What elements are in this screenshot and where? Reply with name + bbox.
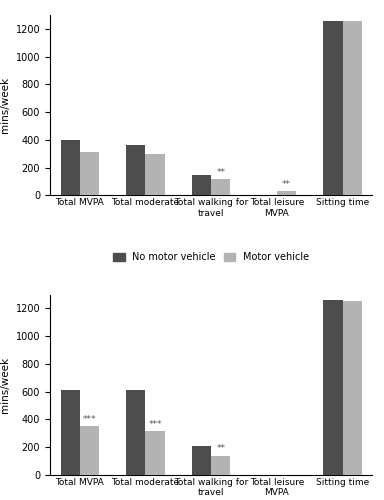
Bar [61, 140, 80, 196]
Bar [146, 154, 165, 196]
Bar [323, 300, 343, 475]
Y-axis label: mins/week: mins/week [0, 77, 10, 134]
Text: ***: *** [148, 420, 162, 429]
Bar [343, 301, 362, 475]
Bar [61, 390, 80, 475]
Bar [126, 146, 146, 196]
Bar [80, 426, 99, 475]
Bar [192, 446, 211, 475]
Bar [323, 20, 343, 196]
Legend: No motor vehicle, Motor vehicle: No motor vehicle, Motor vehicle [109, 248, 313, 266]
Text: ***: *** [83, 414, 96, 424]
Bar [277, 191, 296, 196]
Bar [146, 432, 165, 475]
Bar [258, 194, 277, 196]
Text: **: ** [282, 180, 291, 189]
Text: **: ** [216, 444, 225, 454]
Bar [343, 21, 362, 196]
Bar [192, 174, 211, 196]
Bar [211, 180, 230, 196]
Text: **: ** [216, 168, 225, 177]
Y-axis label: mins/week: mins/week [0, 356, 10, 413]
Bar [126, 390, 146, 475]
Bar [211, 456, 230, 475]
Bar [80, 152, 99, 196]
